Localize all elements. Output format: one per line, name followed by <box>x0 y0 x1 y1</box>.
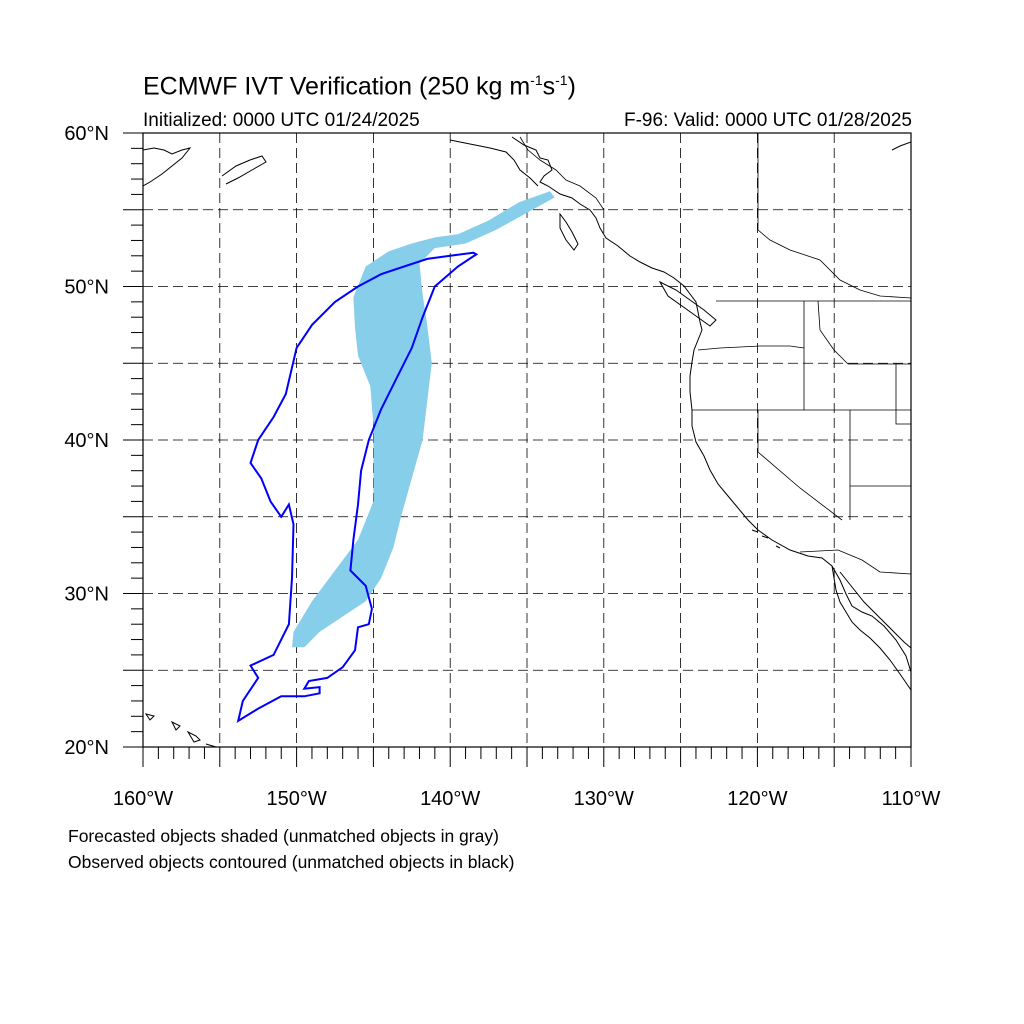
axis-ticks <box>123 132 912 767</box>
y-tick-label: 50°N <box>64 277 109 299</box>
coastline-alaska-peninsula <box>143 147 192 187</box>
initialized-time: Initialized: 0000 UTC 01/24/2025 <box>143 110 420 131</box>
forecast-ivt-object <box>292 191 555 648</box>
border-idaho-montana <box>817 300 911 365</box>
x-tick-label: 120°W <box>727 788 787 810</box>
y-axis-labels: 60°N 50°N 40°N 30°N 20°N <box>64 123 109 759</box>
coastlines <box>143 136 911 747</box>
y-tick-label: 60°N <box>64 123 109 145</box>
coastline-northeast-corner <box>891 141 911 151</box>
coastline-gulf-of-california <box>839 571 911 649</box>
x-tick-label: 140°W <box>420 788 480 810</box>
coastline-west-north-america <box>511 136 911 673</box>
border-alaska-canada <box>519 136 605 211</box>
y-tick-label: 30°N <box>64 584 109 606</box>
border-us-mexico <box>799 549 911 575</box>
channel-islands <box>751 529 781 549</box>
valid-time: F-96: Valid: 0000 UTC 01/28/2025 <box>624 110 912 131</box>
coastline-gulf-of-alaska <box>449 139 539 187</box>
border-canada-interior <box>757 133 911 299</box>
coastline-baja-peninsula <box>831 565 911 691</box>
coastline-alaska-south <box>221 155 267 185</box>
border-california-nevada <box>757 410 843 521</box>
forecast-caption: Forecasted objects shaded (unmatched obj… <box>68 826 499 846</box>
y-tick-label: 20°N <box>64 737 109 759</box>
y-tick-label: 40°N <box>64 430 109 452</box>
observed-ivt-contour <box>236 251 479 724</box>
political-borders <box>519 133 911 575</box>
x-tick-label: 160°W <box>113 788 173 810</box>
border-washington-oregon <box>697 345 805 351</box>
main-title: ECMWF IVT Verification (250 kg m-1s-1) <box>143 72 576 101</box>
x-tick-label: 130°W <box>574 788 634 810</box>
hawaii-islands <box>144 713 217 747</box>
x-tick-label: 150°W <box>266 788 326 810</box>
border-wyoming <box>895 364 911 425</box>
coastline-vancouver-island <box>658 280 717 327</box>
observed-caption: Observed objects contoured (unmatched ob… <box>68 852 515 872</box>
coastline-haida-gwaii <box>559 212 579 251</box>
x-axis-labels: 160°W 150°W 140°W 130°W 120°W 110°W <box>113 788 941 810</box>
x-tick-label: 110°W <box>882 788 941 810</box>
